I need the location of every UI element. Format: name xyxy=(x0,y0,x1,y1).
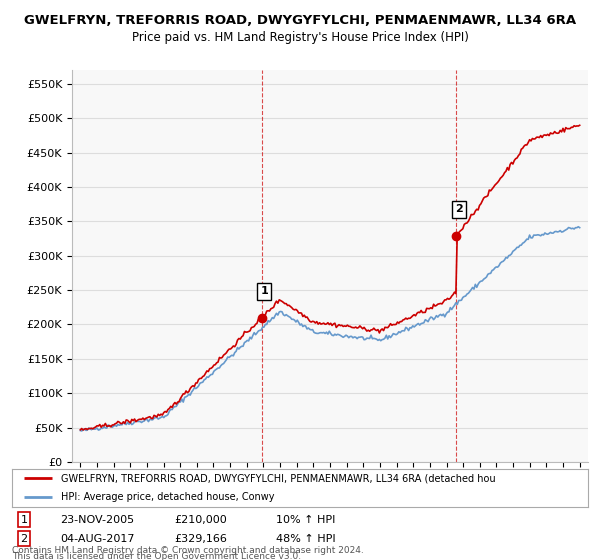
Text: Contains HM Land Registry data © Crown copyright and database right 2024.: Contains HM Land Registry data © Crown c… xyxy=(12,545,364,555)
Text: 48% ↑ HPI: 48% ↑ HPI xyxy=(276,534,335,544)
Text: GWELFRYN, TREFORRIS ROAD, DWYGYFYLCHI, PENMAENMAWR, LL34 6RA (detached hou: GWELFRYN, TREFORRIS ROAD, DWYGYFYLCHI, P… xyxy=(61,473,496,483)
Text: 2: 2 xyxy=(455,204,463,214)
Text: 1: 1 xyxy=(20,515,28,525)
Text: Price paid vs. HM Land Registry's House Price Index (HPI): Price paid vs. HM Land Registry's House … xyxy=(131,31,469,44)
Text: This data is licensed under the Open Government Licence v3.0.: This data is licensed under the Open Gov… xyxy=(12,552,301,560)
Text: 10% ↑ HPI: 10% ↑ HPI xyxy=(276,515,335,525)
Text: HPI: Average price, detached house, Conwy: HPI: Average price, detached house, Conw… xyxy=(61,492,274,502)
Text: 2: 2 xyxy=(20,534,28,544)
Text: 04-AUG-2017: 04-AUG-2017 xyxy=(60,534,134,544)
Text: GWELFRYN, TREFORRIS ROAD, DWYGYFYLCHI, PENMAENMAWR, LL34 6RA: GWELFRYN, TREFORRIS ROAD, DWYGYFYLCHI, P… xyxy=(24,14,576,27)
Text: £329,166: £329,166 xyxy=(174,534,227,544)
Text: 1: 1 xyxy=(260,287,268,296)
Text: 23-NOV-2005: 23-NOV-2005 xyxy=(60,515,134,525)
Text: £210,000: £210,000 xyxy=(174,515,227,525)
